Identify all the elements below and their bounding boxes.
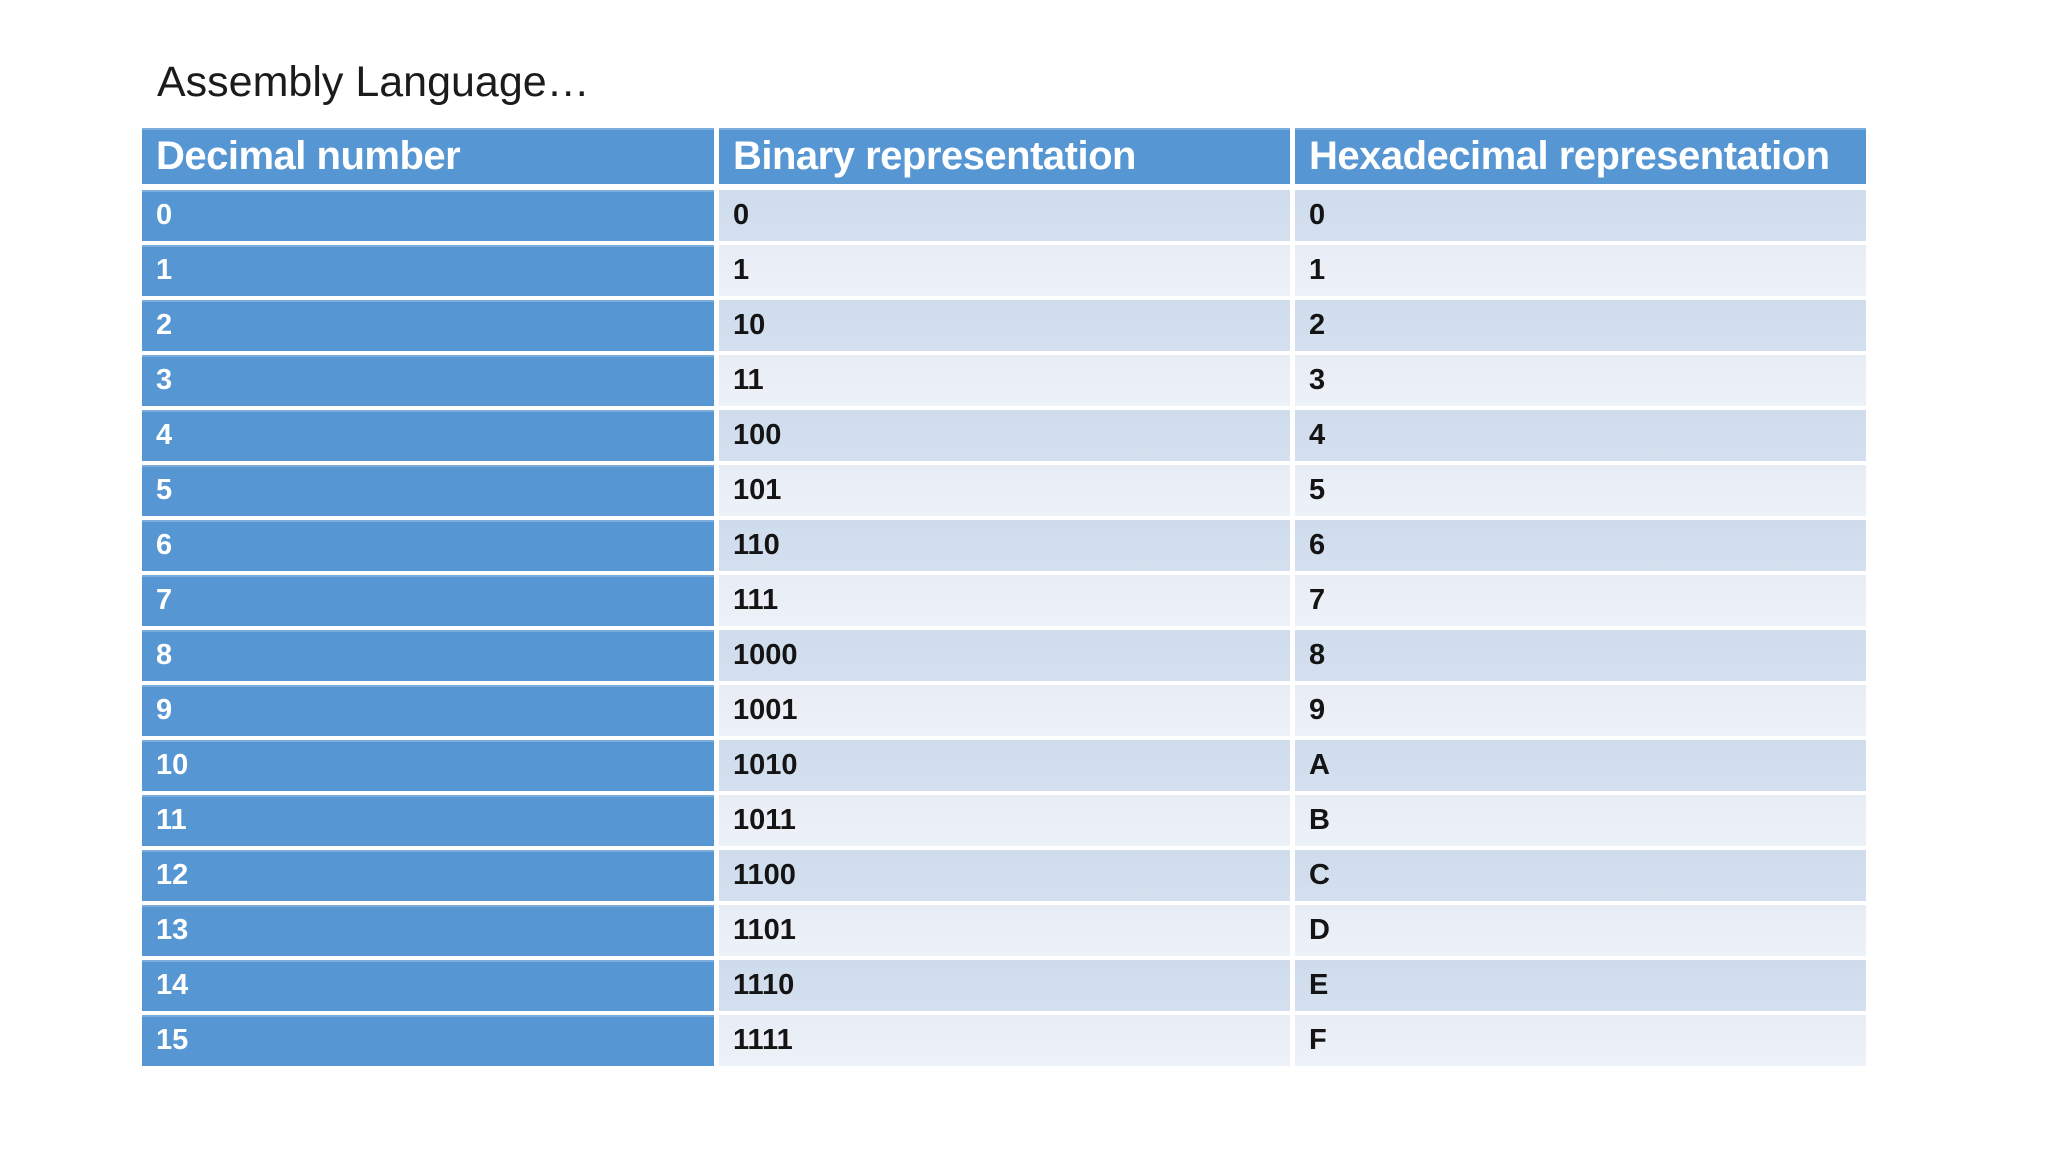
hex-cell: 5 [1290,465,1866,520]
table-row: 4 100 4 [142,410,1866,465]
hex-cell: D [1290,905,1866,960]
decimal-cell: 10 [142,740,714,795]
table-row: 3 11 3 [142,355,1866,410]
decimal-cell: 8 [142,630,714,685]
decimal-cell: 1 [142,245,714,300]
binary-cell: 1001 [714,685,1290,740]
hex-cell: A [1290,740,1866,795]
table-row: 11 1011 B [142,795,1866,850]
hex-cell: 6 [1290,520,1866,575]
hex-cell: B [1290,795,1866,850]
binary-cell: 110 [714,520,1290,575]
decimal-cell: 11 [142,795,714,850]
page-title: Assembly Language… [157,58,590,106]
column-header-hexadecimal: Hexadecimal representation [1290,128,1866,190]
decimal-cell: 12 [142,850,714,905]
binary-cell: 111 [714,575,1290,630]
binary-cell: 1010 [714,740,1290,795]
table-row: 0 0 0 [142,190,1866,245]
decimal-cell: 2 [142,300,714,355]
table-header-row: Decimal number Binary representation Hex… [142,128,1866,190]
hex-cell: 8 [1290,630,1866,685]
table-row: 13 1101 D [142,905,1866,960]
binary-cell: 1000 [714,630,1290,685]
binary-cell: 11 [714,355,1290,410]
binary-cell: 1100 [714,850,1290,905]
decimal-cell: 7 [142,575,714,630]
table-row: 12 1100 C [142,850,1866,905]
hex-cell: 4 [1290,410,1866,465]
table-row: 14 1110 E [142,960,1866,1015]
decimal-cell: 3 [142,355,714,410]
hex-cell: 7 [1290,575,1866,630]
binary-cell: 1111 [714,1015,1290,1070]
decimal-cell: 0 [142,190,714,245]
column-header-decimal: Decimal number [142,128,714,190]
decimal-cell: 6 [142,520,714,575]
table-row: 1 1 1 [142,245,1866,300]
hex-cell: C [1290,850,1866,905]
hex-cell: 1 [1290,245,1866,300]
table-row: 9 1001 9 [142,685,1866,740]
binary-cell: 10 [714,300,1290,355]
hex-cell: 0 [1290,190,1866,245]
table-row: 6 110 6 [142,520,1866,575]
hex-cell: 9 [1290,685,1866,740]
decimal-cell: 14 [142,960,714,1015]
binary-cell: 1110 [714,960,1290,1015]
table-header: Decimal number Binary representation Hex… [142,128,1866,190]
table-row: 7 111 7 [142,575,1866,630]
binary-cell: 1011 [714,795,1290,850]
decimal-cell: 9 [142,685,714,740]
table-row: 10 1010 A [142,740,1866,795]
decimal-cell: 4 [142,410,714,465]
hex-cell: 3 [1290,355,1866,410]
binary-cell: 1101 [714,905,1290,960]
table-row: 15 1111 F [142,1015,1866,1070]
hex-cell: E [1290,960,1866,1015]
hex-cell: F [1290,1015,1866,1070]
decimal-cell: 15 [142,1015,714,1070]
table-row: 5 101 5 [142,465,1866,520]
binary-cell: 1 [714,245,1290,300]
decimal-cell: 5 [142,465,714,520]
decimal-cell: 13 [142,905,714,960]
binary-cell: 0 [714,190,1290,245]
table-body: 0 0 0 1 1 1 2 10 2 3 11 3 4 100 4 5 101 … [142,190,1866,1070]
table-row: 2 10 2 [142,300,1866,355]
hex-cell: 2 [1290,300,1866,355]
binary-cell: 100 [714,410,1290,465]
column-header-binary: Binary representation [714,128,1290,190]
conversion-table: Decimal number Binary representation Hex… [142,128,1866,1070]
binary-cell: 101 [714,465,1290,520]
table-row: 8 1000 8 [142,630,1866,685]
